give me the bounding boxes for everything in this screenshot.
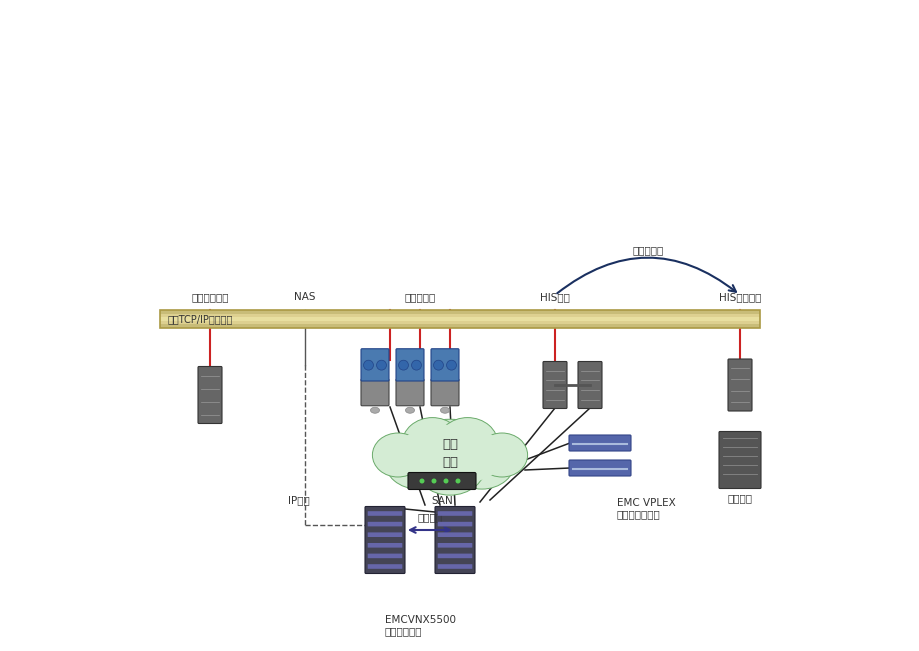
FancyBboxPatch shape — [368, 564, 402, 569]
Text: 统一备份系统: 统一备份系统 — [191, 292, 229, 302]
FancyBboxPatch shape — [198, 367, 221, 424]
Text: 通道: 通道 — [441, 456, 458, 469]
FancyBboxPatch shape — [437, 543, 471, 547]
FancyBboxPatch shape — [437, 511, 471, 516]
Ellipse shape — [419, 478, 424, 484]
Text: HIS灾备系统: HIS灾备系统 — [718, 292, 760, 302]
Text: HIS系统: HIS系统 — [539, 292, 569, 302]
Ellipse shape — [402, 417, 462, 471]
Bar — [160, 310, 759, 328]
Ellipse shape — [411, 360, 421, 370]
Bar — [160, 310, 759, 314]
Bar — [160, 324, 759, 328]
FancyBboxPatch shape — [368, 553, 402, 558]
Text: 光纤: 光纤 — [441, 439, 458, 452]
FancyBboxPatch shape — [437, 564, 471, 569]
Text: NAS: NAS — [294, 292, 315, 302]
FancyBboxPatch shape — [368, 522, 402, 527]
Text: 千兆TCP/IP以太网络: 千兆TCP/IP以太网络 — [168, 314, 233, 324]
Ellipse shape — [414, 435, 485, 495]
Text: IP访问: IP访问 — [288, 495, 310, 505]
Text: EMC VPLEX
存储虚拟化引擎: EMC VPLEX 存储虚拟化引擎 — [617, 498, 675, 519]
FancyBboxPatch shape — [395, 379, 424, 406]
FancyBboxPatch shape — [368, 543, 402, 547]
Text: 灾备机房: 灾备机房 — [727, 493, 752, 503]
FancyBboxPatch shape — [395, 349, 424, 381]
FancyBboxPatch shape — [360, 349, 389, 381]
FancyBboxPatch shape — [437, 522, 471, 527]
Ellipse shape — [437, 417, 497, 471]
Ellipse shape — [448, 432, 515, 489]
FancyBboxPatch shape — [435, 506, 474, 574]
Ellipse shape — [446, 360, 456, 370]
Ellipse shape — [455, 478, 460, 484]
FancyBboxPatch shape — [407, 473, 475, 490]
FancyBboxPatch shape — [437, 553, 471, 558]
FancyBboxPatch shape — [568, 460, 630, 476]
Bar — [160, 314, 759, 317]
Ellipse shape — [376, 360, 386, 370]
Ellipse shape — [431, 478, 436, 484]
Ellipse shape — [372, 433, 423, 477]
Bar — [160, 317, 759, 321]
FancyBboxPatch shape — [368, 511, 402, 516]
FancyBboxPatch shape — [577, 361, 601, 408]
Ellipse shape — [398, 360, 408, 370]
FancyBboxPatch shape — [568, 435, 630, 451]
Bar — [160, 321, 759, 324]
FancyBboxPatch shape — [360, 379, 389, 406]
Ellipse shape — [363, 360, 373, 370]
FancyBboxPatch shape — [430, 349, 459, 381]
FancyBboxPatch shape — [719, 432, 760, 488]
Ellipse shape — [440, 408, 449, 413]
Ellipse shape — [405, 408, 414, 413]
FancyBboxPatch shape — [542, 361, 566, 408]
Text: EMCVNX5500
统一存储系统: EMCVNX5500 统一存储系统 — [384, 615, 456, 637]
Ellipse shape — [384, 432, 451, 489]
Ellipse shape — [476, 433, 527, 477]
FancyBboxPatch shape — [368, 533, 402, 537]
FancyBboxPatch shape — [365, 506, 404, 574]
FancyBboxPatch shape — [437, 533, 471, 537]
Text: 数据库复制: 数据库复制 — [631, 245, 663, 255]
Text: SAN: SAN — [431, 496, 452, 506]
Ellipse shape — [443, 478, 448, 484]
FancyBboxPatch shape — [430, 379, 459, 406]
Ellipse shape — [370, 408, 380, 413]
Ellipse shape — [393, 424, 505, 485]
Ellipse shape — [405, 419, 494, 491]
FancyBboxPatch shape — [727, 359, 751, 411]
Ellipse shape — [433, 360, 443, 370]
Text: 数据同步: 数据同步 — [417, 512, 442, 522]
Text: 虚拟化平台: 虚拟化平台 — [404, 292, 436, 302]
FancyArrowPatch shape — [557, 258, 735, 294]
